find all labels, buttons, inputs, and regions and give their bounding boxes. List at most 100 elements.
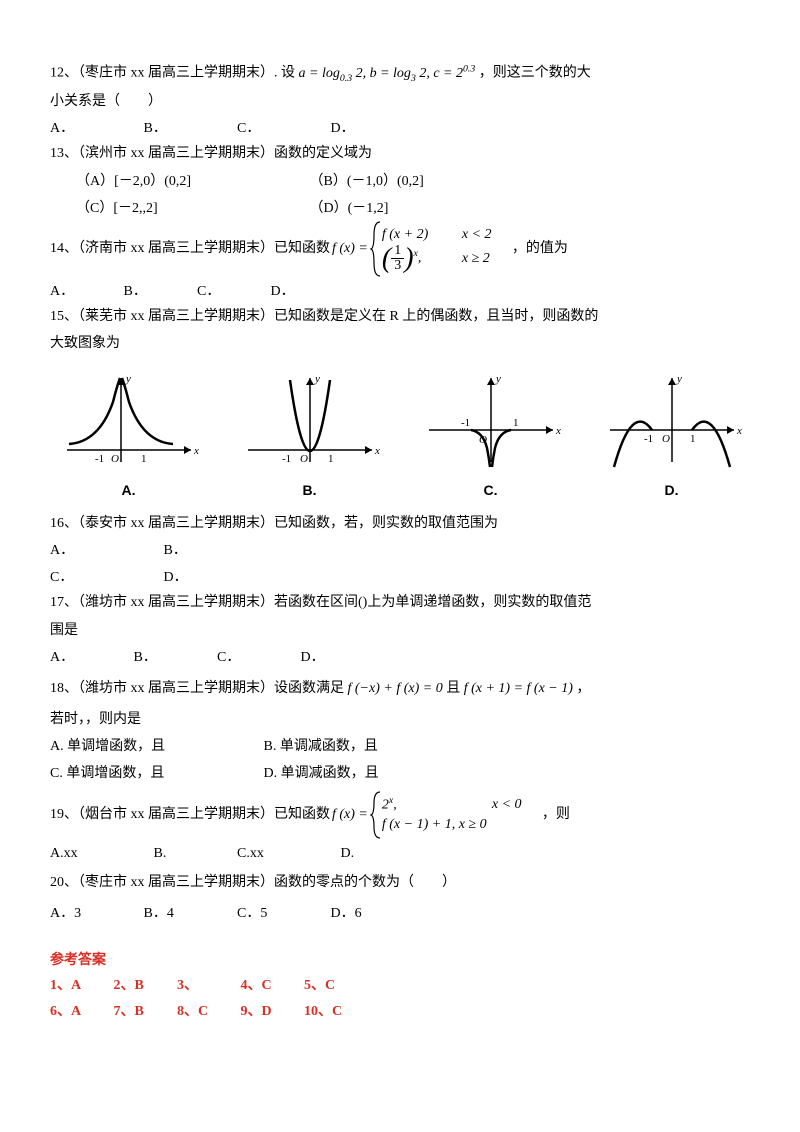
graph-c: x y -1 O 1 C. (412, 372, 569, 503)
ans-7: 7、B (114, 999, 174, 1024)
q18-mid: 且 (446, 681, 460, 696)
svg-text:-1: -1 (282, 453, 291, 465)
question-14: 14、（济南市 xx 届高三上学期期末）已知函数 f (x) = f (x + … (50, 221, 750, 277)
graph-b-label: B. (231, 478, 388, 503)
question-13: 13、（滨州市 xx 届高三上学期期末）函数的定义域为 (50, 141, 750, 166)
q17-options: A． B． C． D． (50, 645, 750, 670)
ans-10: 10、C (304, 999, 364, 1024)
q18-opt-d: D. 单调减函数，且 (264, 761, 379, 786)
graph-d: x y -1 O 1 D. (593, 372, 750, 503)
svg-text:y: y (314, 373, 320, 385)
q14-fx: f (x) = (332, 236, 368, 261)
q14-opt-a: A． (50, 279, 120, 304)
q17-opt-a: A． (50, 645, 130, 670)
ans-1: 1、A (50, 973, 110, 998)
q19-opt-a: A.xx (50, 841, 150, 866)
q12-after: ，则这三个数的大 (479, 66, 591, 81)
q20-options: A．3 B．4 C．5 D．6 (50, 901, 750, 926)
question-20: 20、（枣庄市 xx 届高三上学期期末）函数的零点的个数为（ ） (50, 870, 750, 895)
svg-text:y: y (495, 373, 501, 385)
q18-m2: f (x + 1) = f (x − 1) (464, 681, 573, 696)
q14-row2-cond: x ≥ 2 (462, 249, 512, 269)
q18-opt-c: C. 单调增函数，且 (50, 761, 260, 786)
question-15-l2: 大致图象为 (50, 331, 750, 356)
q16-opt-d: D． (164, 565, 188, 590)
svg-text:1: 1 (141, 453, 147, 465)
svg-text:-1: -1 (461, 417, 470, 429)
q19-opt-d: D. (341, 841, 421, 866)
q13-row1: （A）[－2,0）(0,2] （B）(－1,0）(0,2] (50, 169, 750, 194)
graph-d-label: D. (593, 478, 750, 503)
svg-text:x: x (736, 425, 742, 437)
left-brace-icon (370, 791, 382, 839)
q14-options: A． B． C． D． (50, 279, 750, 304)
ans-2: 2、B (114, 973, 174, 998)
ans-8: 8、C (177, 999, 237, 1024)
q12-opt-c: C． (237, 116, 327, 141)
svg-text:O: O (300, 453, 308, 465)
answers-row1: 1、A 2、B 3、 4、C 5、C (50, 973, 750, 998)
q12-line2: 小关系是（ ） (50, 89, 750, 114)
q20-opt-a: A．3 (50, 901, 140, 926)
svg-text:1: 1 (513, 417, 519, 429)
svg-text:y: y (125, 373, 131, 385)
graph-a: x y -1 O 1 A. (50, 372, 207, 503)
question-19: 19、（烟台市 xx 届高三上学期期末）已知函数 f (x) = 2x, x <… (50, 791, 750, 839)
question-18: 18、（潍坊市 xx 届高三上学期期末）设函数满足 f (−x) + f (x)… (50, 676, 750, 701)
q19-fx: f (x) = (332, 802, 368, 827)
q18-opt-a: A. 单调增函数，且 (50, 734, 260, 759)
q16-opt-b: B． (164, 538, 187, 563)
q12-prefix: 12、（枣庄市 xx 届高三上学期期末）. 设 (50, 66, 295, 81)
svg-text:1: 1 (328, 453, 334, 465)
answers-title: 参考答案 (50, 948, 750, 973)
answers-row2: 6、A 7、B 8、C 9、D 10、C (50, 999, 750, 1024)
q14-opt-b: B． (124, 279, 194, 304)
svg-text:x: x (374, 445, 380, 457)
q18-m1: f (−x) + f (x) = 0 (348, 681, 443, 696)
graph-row: x y -1 O 1 A. x y -1 O 1 B. (50, 372, 750, 503)
question-12: 12、（枣庄市 xx 届高三上学期期末）. 设 a = log0.3 2, b … (50, 60, 750, 87)
q14-opt-c: C． (197, 279, 267, 304)
q13-row2: （C）[－2,,2] （D）(－1,2] (50, 196, 750, 221)
q14-prefix: 14、（济南市 xx 届高三上学期期末）已知函数 (50, 236, 330, 261)
svg-text:O: O (111, 453, 119, 465)
ans-9: 9、D (241, 999, 301, 1024)
q14-after: ，的值为 (512, 236, 568, 261)
question-17-l1: 17、（潍坊市 xx 届高三上学期期末）若函数在区间()上为单调递增函数，则实数… (50, 590, 750, 615)
svg-text:-1: -1 (95, 453, 104, 465)
q12-opt-a: A． (50, 116, 140, 141)
q13-opt-c: （C）[－2,,2] (76, 196, 306, 221)
q12-opt-b: B． (144, 116, 234, 141)
q20-opt-c: C．5 (237, 901, 327, 926)
q19-options: A.xx B. C.xx D. (50, 841, 750, 866)
svg-text:x: x (193, 445, 199, 457)
q19-opt-c: C.xx (237, 841, 337, 866)
question-16: 16、（泰安市 xx 届高三上学期期末）已知函数，若，则实数的取值范围为 (50, 511, 750, 536)
q16-opt-c: C． (50, 565, 160, 590)
q19-opt-b: B. (154, 841, 234, 866)
q12-math: a = log0.3 2, b = log3 2, c = 20.3 (299, 66, 479, 81)
ans-5: 5、C (304, 973, 364, 998)
q19-piecewise: 2x, x < 0 f (x − 1) + 1, x ≥ 0 (370, 791, 542, 839)
q18-row1: A. 单调增函数，且 B. 单调减函数，且 (50, 734, 750, 759)
q17-opt-d: D． (301, 645, 381, 670)
q18-after: ， (576, 681, 590, 696)
q17-opt-c: C． (217, 645, 297, 670)
q13-opt-b: （B）(－1,0）(0,2] (310, 169, 424, 194)
q16-row2: C． D． (50, 565, 750, 590)
q18-opt-b: B. 单调减函数，且 (264, 734, 378, 759)
svg-text:O: O (662, 433, 670, 445)
graph-c-label: C. (412, 478, 569, 503)
graph-a-label: A. (50, 478, 207, 503)
q18-prefix: 18、（潍坊市 xx 届高三上学期期末）设函数满足 (50, 681, 348, 696)
q19-row2: f (x − 1) + 1, x ≥ 0 (382, 815, 542, 835)
q14-row1-cond: x < 2 (462, 225, 512, 245)
q14-row2-expr: ( 13 ) x, (382, 244, 462, 273)
svg-text:-1: -1 (644, 433, 653, 445)
left-brace-icon (370, 221, 382, 277)
q19-after: ，则 (542, 802, 570, 827)
q14-row1-expr: f (x + 2) (382, 225, 462, 245)
svg-text:y: y (676, 373, 682, 385)
q16-opt-a: A． (50, 538, 160, 563)
q14-piecewise: f (x + 2) x < 2 ( 13 ) x, x ≥ 2 (370, 221, 512, 277)
